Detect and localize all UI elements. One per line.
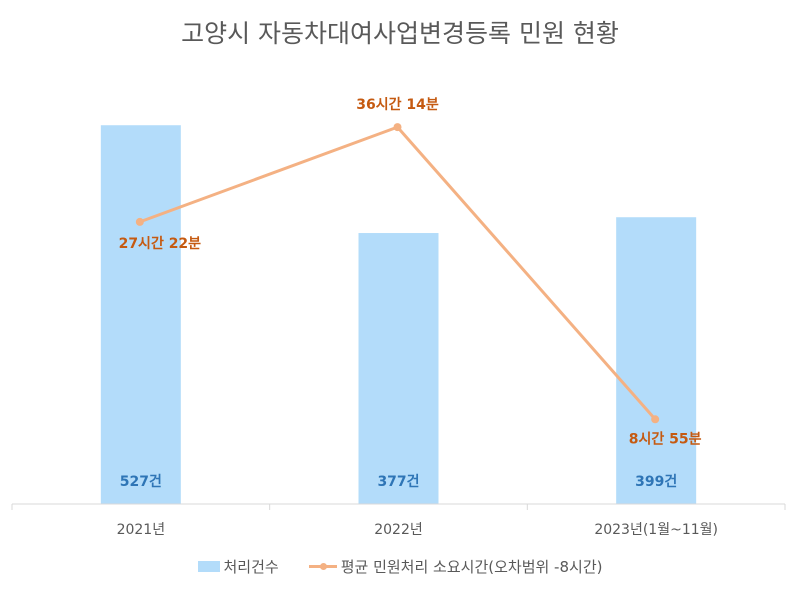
x-tick-label: 2023년(1월~11월) (594, 522, 718, 538)
bar (616, 217, 697, 504)
legend: 처리건수 평균 민원처리 소요시간(오차범위 -8시간) (0, 556, 800, 577)
chart-title: 고양시 자동차대여사업변경등록 민원 현황 (181, 19, 619, 48)
line-point (393, 123, 402, 132)
x-tick-label: 2022년 (374, 522, 423, 538)
legend-label: 처리건수 (223, 558, 279, 576)
legend-label: 평균 민원처리 소요시간(오차범위 -8시간) (340, 558, 603, 576)
line-point (135, 217, 144, 226)
line-data-label: 27시간 22분 (119, 235, 202, 252)
bar-data-label: 527건 (120, 473, 162, 490)
bar-data-label: 399건 (635, 473, 677, 490)
line-point (651, 415, 660, 424)
legend-swatch-bar (197, 561, 220, 572)
legend-swatch-line (308, 563, 337, 570)
line-data-label: 8시간 55분 (629, 430, 702, 447)
bar-data-label: 377건 (377, 473, 419, 490)
x-tick-label: 2021년 (117, 522, 166, 538)
line-data-label: 36시간 14분 (356, 96, 439, 113)
legend-item-bar[interactable]: 처리건수 (197, 556, 279, 577)
bar (358, 233, 439, 504)
legend-item-line[interactable]: 평균 민원처리 소요시간(오차범위 -8시간) (308, 556, 603, 577)
bar (100, 125, 181, 504)
